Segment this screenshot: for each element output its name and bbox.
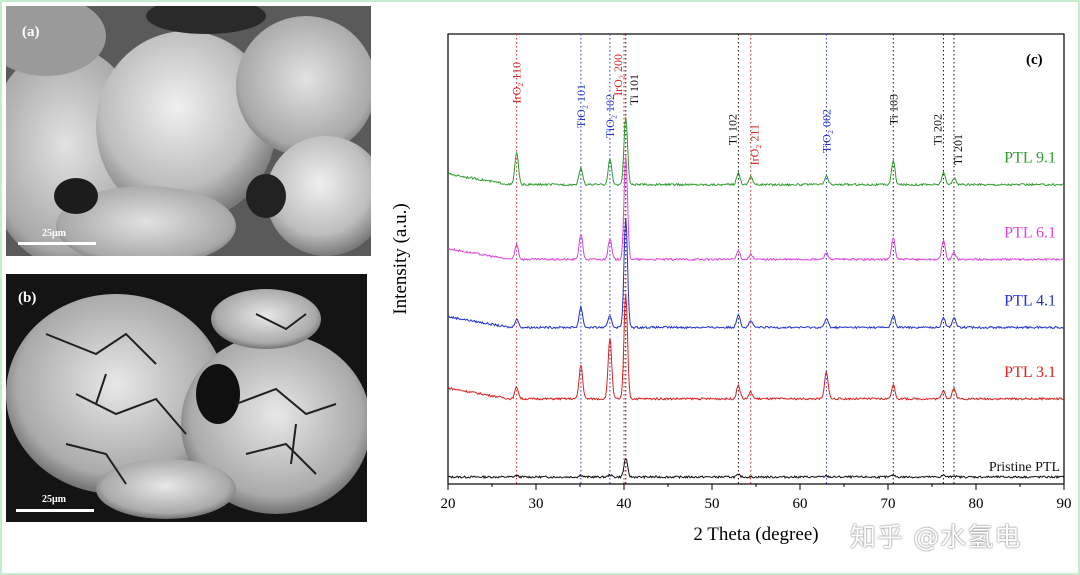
panel-label-b: (b) <box>18 290 37 306</box>
x-tick-label: 90 <box>1057 496 1072 512</box>
series-line <box>447 117 1065 187</box>
peak-annotation: IrO₂ 200 <box>611 54 625 96</box>
peak-annotation: Ti 101 <box>627 74 641 105</box>
peak-annotation: TiO₂ 102 <box>603 94 617 138</box>
y-axis-label: Intensity (a.u.) <box>390 203 411 314</box>
series-label: PTL 9.1 <box>1004 150 1056 167</box>
series-line <box>447 156 1065 262</box>
series-label: Pristine PTL <box>989 460 1060 475</box>
peak-annotation: Ti 201 <box>951 134 965 165</box>
peak-annotation: IrO₂ 110 <box>510 62 524 103</box>
sem-image-b: (b) 25μm <box>6 274 367 522</box>
series-label: PTL 3.1 <box>1004 364 1056 381</box>
peak-annotation: TiO₂ 002 <box>819 109 833 153</box>
peak-annotation: Ti 102 <box>725 114 739 145</box>
x-tick-label: 30 <box>529 496 544 512</box>
x-tick-label: 80 <box>969 496 984 512</box>
peak-annotation: IrO₂ 211 <box>748 124 762 165</box>
series-label: PTL 6.1 <box>1004 224 1056 241</box>
x-tick-label: 60 <box>793 496 808 512</box>
sem-texture-a <box>6 6 371 256</box>
peak-annotation: Ti 103 <box>886 94 900 125</box>
x-tick-label: 40 <box>617 496 632 512</box>
xrd-chart: Pristine PTL PTL 3.1 PTL 4.1 PTL 6.1 PTL 9.1… <box>390 33 1072 545</box>
x-tick-label: 70 <box>881 496 896 512</box>
scale-bar-a <box>18 242 96 245</box>
scale-text-a: 25μm <box>42 228 66 239</box>
series-line <box>447 218 1065 330</box>
sem-image-a: (a) 25μm <box>6 6 371 256</box>
peak-annotation: Ti 202 <box>930 114 944 145</box>
panel-label-a: (a) <box>22 24 40 40</box>
sem-texture-b <box>6 274 367 522</box>
panel-label-c: (c) <box>1026 52 1043 68</box>
x-tick-label: 50 <box>705 496 720 512</box>
scale-bar-b <box>16 509 94 512</box>
peak-annotation: TiO₂ 101 <box>574 84 588 128</box>
series-line <box>447 293 1065 401</box>
scale-text-b: 25μm <box>42 494 66 505</box>
x-tick-label: 20 <box>441 496 456 512</box>
series-label: PTL 4.1 <box>1004 292 1056 309</box>
series-line <box>447 458 1065 480</box>
watermark: 知乎 @水氢电 <box>850 523 1022 553</box>
x-axis-label: 2 Theta (degree) <box>693 524 818 545</box>
